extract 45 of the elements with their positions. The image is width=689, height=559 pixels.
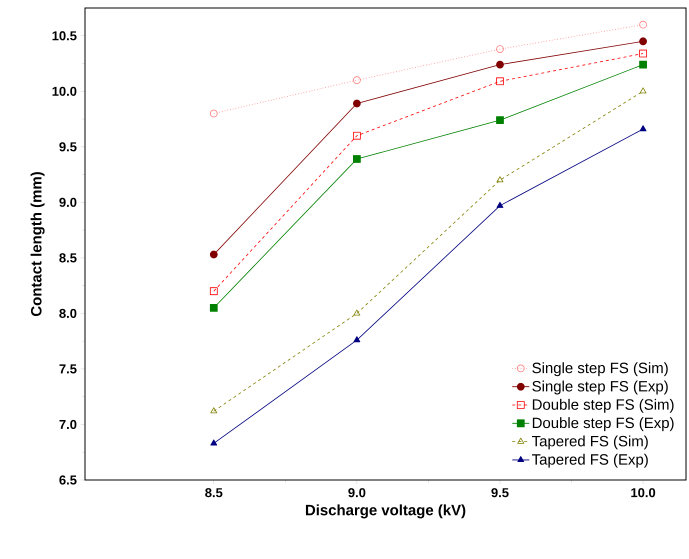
point [353, 76, 361, 84]
point [640, 125, 646, 132]
y-tick-label: 9.0 [59, 198, 76, 207]
point [210, 407, 218, 414]
point [496, 77, 504, 86]
y-tick-label: 8.5 [59, 253, 77, 262]
point [210, 439, 218, 446]
point [353, 100, 361, 108]
legend-label: Single step FS (Exp) [532, 380, 668, 394]
y-tick-label: 9.5 [59, 142, 77, 152]
point [640, 87, 646, 94]
point [496, 176, 504, 182]
point [639, 60, 647, 69]
point [210, 304, 218, 312]
point [639, 37, 647, 46]
point [496, 60, 504, 69]
y-tick-label: 7.0 [59, 420, 76, 430]
y-tick-label: 7.5 [59, 364, 77, 374]
x-tick-label: 9.0 [348, 488, 366, 498]
y-tick-label: 6.5 [59, 475, 77, 485]
point [639, 20, 647, 29]
x-tick-label: 9.5 [491, 488, 509, 498]
point [353, 132, 361, 140]
point [496, 202, 504, 208]
point [353, 310, 360, 316]
point [210, 287, 218, 296]
x-axis-title: Discharge voltage (kV) [306, 504, 466, 518]
point [353, 155, 361, 163]
y-tick-label: 10.0 [52, 86, 76, 96]
point [496, 116, 504, 124]
y-tick-label: 10.5 [52, 31, 77, 40]
point [353, 336, 360, 342]
point [639, 50, 647, 58]
legend-label: Single step FS (Sim) [532, 362, 668, 376]
y-tick-label: 8.0 [59, 308, 76, 318]
point [210, 110, 218, 118]
y-axis-title: Contact length (mm) [30, 172, 45, 316]
x-tick-label: 8.5 [205, 488, 222, 498]
x-tick-label: 10.0 [631, 488, 656, 498]
legend-label: Tapered FS (Exp) [532, 454, 648, 468]
legend-label: Double step FS (Sim) [532, 398, 674, 413]
point [496, 45, 504, 53]
point [210, 250, 218, 258]
legend-label: Double step FS (Exp) [532, 417, 674, 432]
legend-label: Tapered FS (Sim) [532, 435, 648, 450]
